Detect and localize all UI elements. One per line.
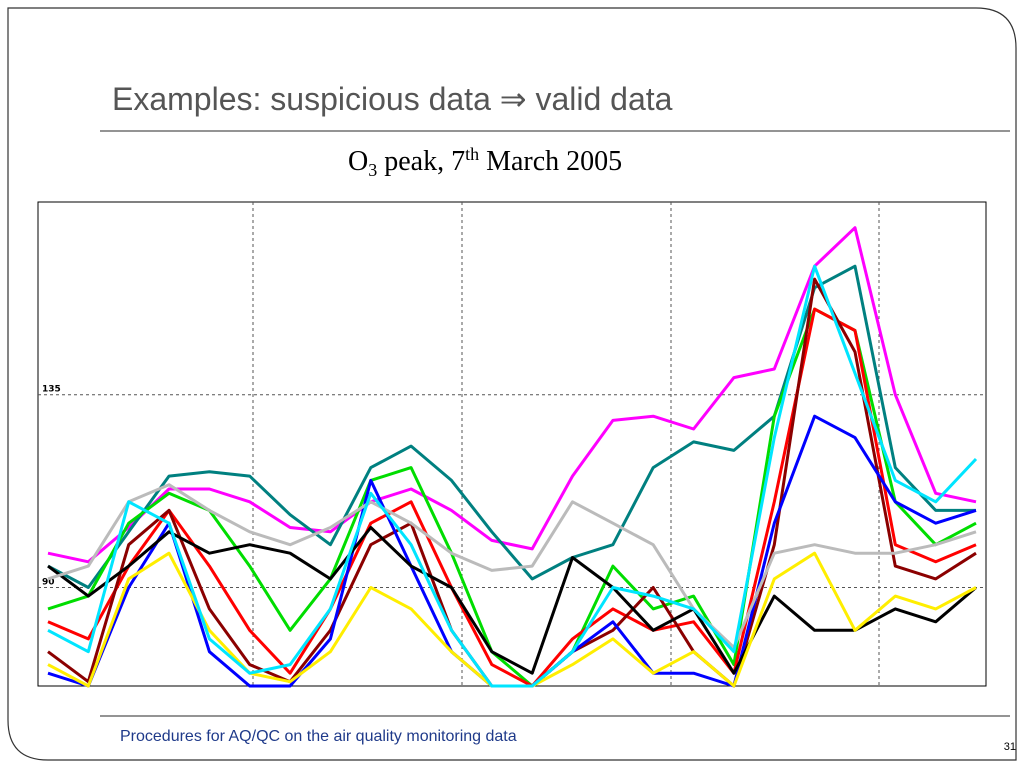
series-line bbox=[47, 526, 977, 675]
title-sub: 3 bbox=[368, 160, 377, 180]
series-line bbox=[47, 307, 977, 688]
footer-text: Procedures for AQ/QC on the air quality … bbox=[120, 728, 517, 745]
y-tick-label: 135 bbox=[42, 385, 61, 395]
plot-area bbox=[37, 201, 987, 687]
chart-title: O3 peak, 7th March 2005 bbox=[348, 144, 622, 180]
y-tick-label: 90 bbox=[42, 577, 55, 587]
title-part: March 2005 bbox=[479, 146, 622, 177]
title-part: O bbox=[348, 146, 368, 177]
series-line bbox=[47, 226, 977, 564]
series-line bbox=[47, 483, 977, 649]
series-line bbox=[47, 264, 978, 688]
title-sup: th bbox=[465, 144, 479, 164]
slide-frame bbox=[7, 7, 1017, 761]
plot: 90 135 bbox=[38, 226, 986, 688]
title-part: peak, 7 bbox=[377, 146, 465, 177]
slide-title: Examples: suspicious data ⇒ valid data bbox=[112, 81, 673, 117]
page-number: 31 bbox=[1004, 741, 1016, 753]
